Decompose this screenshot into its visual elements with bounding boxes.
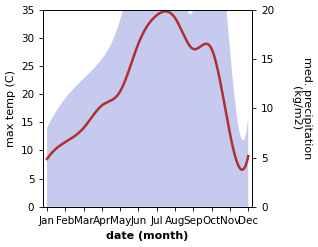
Y-axis label: max temp (C): max temp (C) (5, 70, 16, 147)
Y-axis label: med. precipitation
(kg/m2): med. precipitation (kg/m2) (291, 57, 313, 159)
X-axis label: date (month): date (month) (107, 231, 189, 242)
